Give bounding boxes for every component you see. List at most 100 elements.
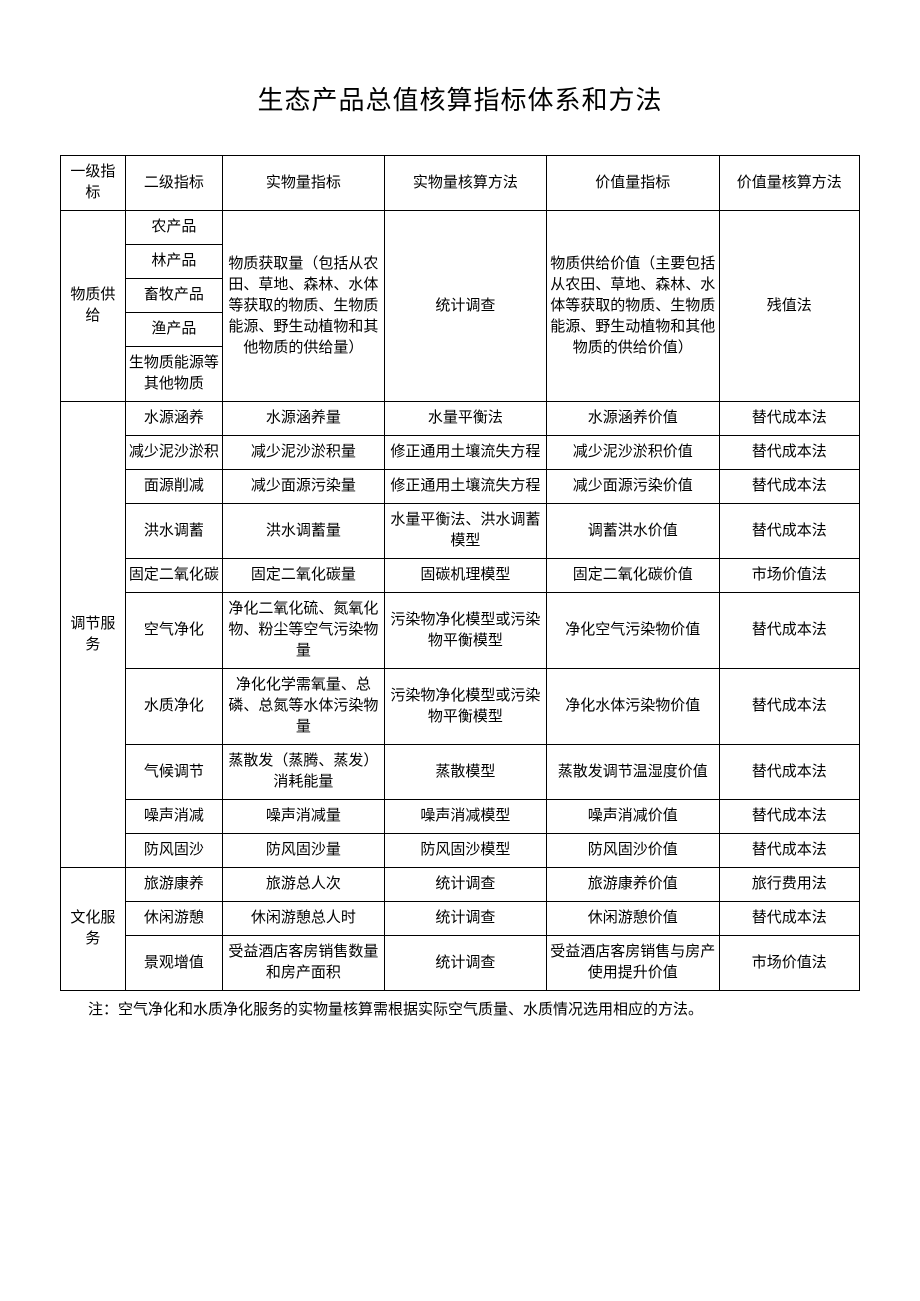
cell: 休闲游憩	[125, 902, 222, 936]
cell: 减少面源污染价值	[546, 470, 719, 504]
cell: 统计调查	[384, 936, 546, 991]
cell: 洪水调蓄量	[222, 504, 384, 559]
header-col1: 一级指标	[61, 156, 126, 211]
cell: 市场价值法	[719, 559, 859, 593]
cell: 替代成本法	[719, 436, 859, 470]
cell: 防风固沙	[125, 834, 222, 868]
cell: 水量平衡法	[384, 402, 546, 436]
cell: 净化水体污染物价值	[546, 669, 719, 745]
cell: 气候调节	[125, 745, 222, 800]
cell: 污染物净化模型或污染物平衡模型	[384, 593, 546, 669]
cell: 畜牧产品	[125, 279, 222, 313]
header-col2: 二级指标	[125, 156, 222, 211]
cell: 防风固沙量	[222, 834, 384, 868]
cell: 休闲游憩总人时	[222, 902, 384, 936]
cell: 调蓄洪水价值	[546, 504, 719, 559]
table-row: 物质供给 农产品 物质获取量（包括从农田、草地、森林、水体等获取的物质、生物质能…	[61, 211, 860, 245]
cell: 水量平衡法、洪水调蓄模型	[384, 504, 546, 559]
cell: 替代成本法	[719, 593, 859, 669]
cell: 旅游康养	[125, 868, 222, 902]
cell: 噪声消减模型	[384, 800, 546, 834]
cell: 固定二氧化碳	[125, 559, 222, 593]
cell: 残值法	[719, 211, 859, 402]
cell: 休闲游憩价值	[546, 902, 719, 936]
table-row: 水质净化 净化化学需氧量、总磷、总氮等水体污染物量 污染物净化模型或污染物平衡模…	[61, 669, 860, 745]
table-row: 防风固沙 防风固沙量 防风固沙模型 防风固沙价值 替代成本法	[61, 834, 860, 868]
cell: 减少泥沙淤积	[125, 436, 222, 470]
cell: 减少泥沙淤积量	[222, 436, 384, 470]
cell: 水源涵养	[125, 402, 222, 436]
cell: 市场价值法	[719, 936, 859, 991]
cell: 蒸散模型	[384, 745, 546, 800]
cell: 防风固沙价值	[546, 834, 719, 868]
table-row: 气候调节 蒸散发（蒸腾、蒸发）消耗能量 蒸散模型 蒸散发调节温湿度价值 替代成本…	[61, 745, 860, 800]
cell: 噪声消减价值	[546, 800, 719, 834]
cell: 渔产品	[125, 313, 222, 347]
cell: 统计调查	[384, 211, 546, 402]
cell: 替代成本法	[719, 902, 859, 936]
cell: 统计调查	[384, 902, 546, 936]
cell: 面源削减	[125, 470, 222, 504]
cell: 替代成本法	[719, 834, 859, 868]
header-col6: 价值量核算方法	[719, 156, 859, 211]
table-row: 休闲游憩 休闲游憩总人时 统计调查 休闲游憩价值 替代成本法	[61, 902, 860, 936]
cell: 噪声消减	[125, 800, 222, 834]
table-row: 空气净化 净化二氧化硫、氮氧化物、粉尘等空气污染物量 污染物净化模型或污染物平衡…	[61, 593, 860, 669]
cell: 统计调查	[384, 868, 546, 902]
table-row: 噪声消减 噪声消减量 噪声消减模型 噪声消减价值 替代成本法	[61, 800, 860, 834]
cell: 物质供给价值（主要包括从农田、草地、森林、水体等获取的物质、生物质能源、野生动植…	[546, 211, 719, 402]
cell: 受益酒店客房销售数量和房产面积	[222, 936, 384, 991]
table-header-row: 一级指标 二级指标 实物量指标 实物量核算方法 价值量指标 价值量核算方法	[61, 156, 860, 211]
cell: 洪水调蓄	[125, 504, 222, 559]
cell: 固定二氧化碳价值	[546, 559, 719, 593]
cell: 噪声消减量	[222, 800, 384, 834]
cell: 生物质能源等其他物质	[125, 347, 222, 402]
cell: 景观增值	[125, 936, 222, 991]
cell: 替代成本法	[719, 800, 859, 834]
cell: 旅游康养价值	[546, 868, 719, 902]
table-row: 固定二氧化碳 固定二氧化碳量 固碳机理模型 固定二氧化碳价值 市场价值法	[61, 559, 860, 593]
cell: 替代成本法	[719, 470, 859, 504]
footnote: 注：空气净化和水质净化服务的实物量核算需根据实际空气质量、水质情况选用相应的方法…	[60, 999, 860, 1022]
cell: 替代成本法	[719, 669, 859, 745]
cell: 净化空气污染物价值	[546, 593, 719, 669]
cell: 减少面源污染量	[222, 470, 384, 504]
cell: 污染物净化模型或污染物平衡模型	[384, 669, 546, 745]
cell: 替代成本法	[719, 504, 859, 559]
cell: 蒸散发调节温湿度价值	[546, 745, 719, 800]
cell: 修正通用土壤流失方程	[384, 436, 546, 470]
cell: 旅行费用法	[719, 868, 859, 902]
cell: 防风固沙模型	[384, 834, 546, 868]
cell: 水质净化	[125, 669, 222, 745]
table-row: 文化服务 旅游康养 旅游总人次 统计调查 旅游康养价值 旅行费用法	[61, 868, 860, 902]
cell: 旅游总人次	[222, 868, 384, 902]
cell: 蒸散发（蒸腾、蒸发）消耗能量	[222, 745, 384, 800]
cell: 修正通用土壤流失方程	[384, 470, 546, 504]
table-row: 洪水调蓄 洪水调蓄量 水量平衡法、洪水调蓄模型 调蓄洪水价值 替代成本法	[61, 504, 860, 559]
table-row: 面源削减 减少面源污染量 修正通用土壤流失方程 减少面源污染价值 替代成本法	[61, 470, 860, 504]
cell: 农产品	[125, 211, 222, 245]
header-col4: 实物量核算方法	[384, 156, 546, 211]
cell: 受益酒店客房销售与房产使用提升价值	[546, 936, 719, 991]
group3-name: 文化服务	[61, 868, 126, 991]
cell: 固定二氧化碳量	[222, 559, 384, 593]
cell: 水源涵养量	[222, 402, 384, 436]
cell: 固碳机理模型	[384, 559, 546, 593]
cell: 林产品	[125, 245, 222, 279]
group2-name: 调节服务	[61, 402, 126, 868]
cell: 物质获取量（包括从农田、草地、森林、水体等获取的物质、生物质能源、野生动植物和其…	[222, 211, 384, 402]
table-row: 景观增值 受益酒店客房销售数量和房产面积 统计调查 受益酒店客房销售与房产使用提…	[61, 936, 860, 991]
cell: 空气净化	[125, 593, 222, 669]
table-row: 减少泥沙淤积 减少泥沙淤积量 修正通用土壤流失方程 减少泥沙淤积价值 替代成本法	[61, 436, 860, 470]
group1-name: 物质供给	[61, 211, 126, 402]
header-col3: 实物量指标	[222, 156, 384, 211]
page-title: 生态产品总值核算指标体系和方法	[60, 80, 860, 117]
cell: 净化二氧化硫、氮氧化物、粉尘等空气污染物量	[222, 593, 384, 669]
table-row: 调节服务 水源涵养 水源涵养量 水量平衡法 水源涵养价值 替代成本法	[61, 402, 860, 436]
cell: 替代成本法	[719, 402, 859, 436]
header-col5: 价值量指标	[546, 156, 719, 211]
cell: 净化化学需氧量、总磷、总氮等水体污染物量	[222, 669, 384, 745]
cell: 水源涵养价值	[546, 402, 719, 436]
cell: 减少泥沙淤积价值	[546, 436, 719, 470]
indicator-table: 一级指标 二级指标 实物量指标 实物量核算方法 价值量指标 价值量核算方法 物质…	[60, 155, 860, 991]
